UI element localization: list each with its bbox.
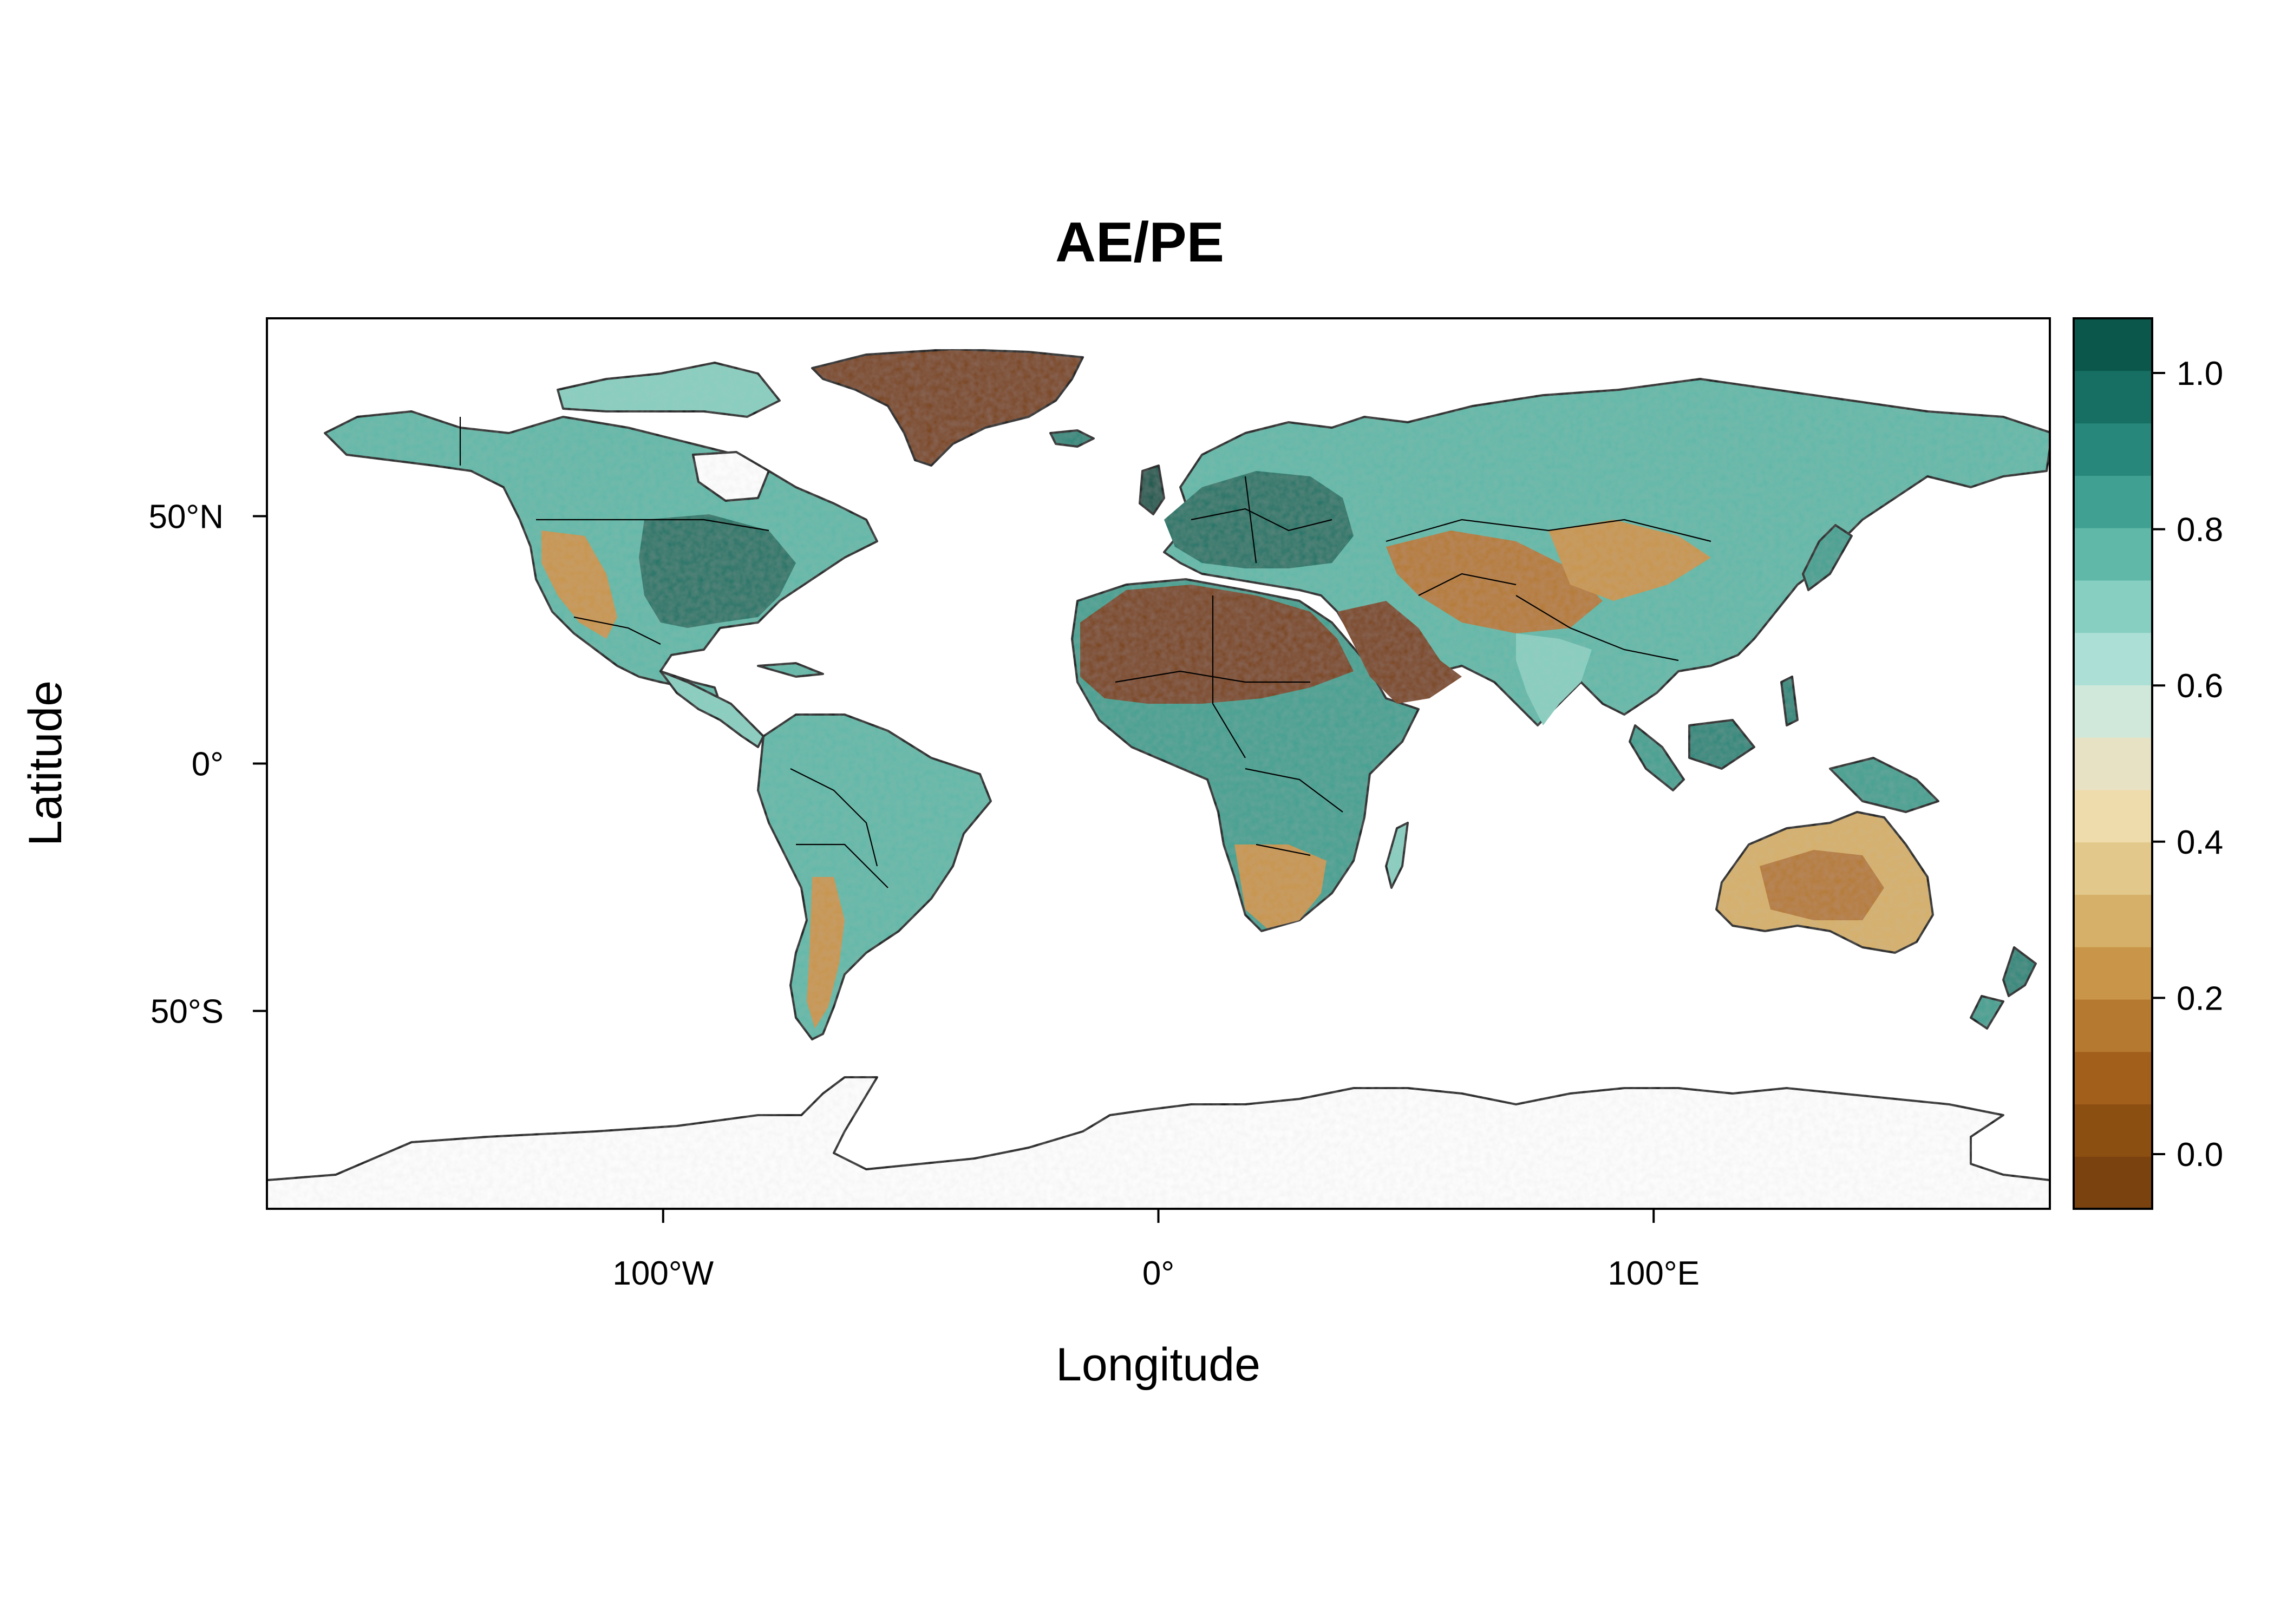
land-new-guinea bbox=[1829, 757, 1939, 813]
land-south-america bbox=[757, 713, 992, 1040]
land-europe-wet bbox=[1164, 471, 1354, 568]
border-asia-3 bbox=[1418, 573, 1517, 596]
land-central-america bbox=[659, 670, 764, 748]
colorbar-band bbox=[2074, 370, 2152, 424]
colorbar-tick-label: 0.6 bbox=[2177, 667, 2223, 705]
land-layer bbox=[267, 348, 2050, 1209]
land-arabia bbox=[1337, 601, 1462, 704]
land-north-america bbox=[324, 410, 878, 705]
land-tibet-mongolia bbox=[1548, 520, 1711, 601]
colorbar-band bbox=[2074, 789, 2152, 843]
colorbar-band bbox=[2074, 528, 2152, 581]
x-tick-label: 100°W bbox=[612, 1255, 714, 1292]
border-europe-1 bbox=[1191, 508, 1332, 532]
colorbar bbox=[2074, 318, 2152, 1209]
colorbar-band bbox=[2074, 685, 2152, 738]
colorbar-band bbox=[2074, 842, 2152, 895]
colorbar-band bbox=[2074, 894, 2152, 947]
land-philippines bbox=[1780, 676, 1799, 726]
x-axis-label: Longitude bbox=[1056, 1339, 1260, 1391]
border-asia-2 bbox=[1515, 595, 1679, 662]
colorbar-band bbox=[2074, 999, 2152, 1052]
land-antarctica bbox=[267, 1076, 2050, 1209]
x-axis: 100°W 0° 100°E bbox=[612, 1209, 1700, 1292]
land-great-britain bbox=[1139, 464, 1165, 515]
colorbar-tick-label: 0.0 bbox=[2177, 1136, 2223, 1174]
colorbar-band bbox=[2074, 318, 2152, 371]
y-axis: 50°N 0° 50°S bbox=[148, 499, 267, 1030]
land-india bbox=[1516, 633, 1592, 725]
land-sahara bbox=[1080, 585, 1354, 704]
colorbar-band bbox=[2074, 737, 2152, 790]
land-eastern-us bbox=[639, 514, 796, 628]
map-panel bbox=[267, 348, 2050, 1209]
border-sa-1 bbox=[790, 768, 878, 867]
land-greenland bbox=[811, 348, 1084, 467]
land-indonesia-borneo bbox=[1688, 719, 1755, 770]
x-tick-label: 100°E bbox=[1608, 1255, 1700, 1292]
border-africa-4 bbox=[1256, 843, 1311, 856]
land-central-asia bbox=[1386, 531, 1603, 633]
border-africa-2 bbox=[1212, 595, 1246, 758]
y-tick-label: 0° bbox=[192, 746, 224, 783]
colorbar-band bbox=[2074, 423, 2152, 476]
colorbar-frame bbox=[2073, 317, 2153, 1210]
land-hudson-bay-cutout bbox=[692, 451, 770, 502]
land-arctic-islands bbox=[557, 362, 781, 418]
colorbar-band bbox=[2074, 1156, 2152, 1209]
colorbar-band bbox=[2074, 632, 2152, 685]
border-sa-2 bbox=[796, 843, 888, 888]
land-southern-africa bbox=[1234, 844, 1327, 928]
colorbar-band bbox=[2074, 475, 2152, 528]
x-tick-label: 0° bbox=[1142, 1255, 1174, 1292]
colorbar-ticks: 0.0 0.2 0.4 0.6 0.8 1.0 bbox=[2152, 355, 2223, 1174]
land-cuba bbox=[757, 662, 824, 678]
colorbar-band bbox=[2074, 1104, 2152, 1157]
colorbar-band bbox=[2074, 947, 2152, 1000]
land-new-zealand bbox=[2002, 946, 2037, 997]
y-axis-label: Latitude bbox=[19, 680, 71, 846]
land-iceland bbox=[1049, 429, 1095, 448]
country-borders bbox=[459, 417, 1711, 888]
border-asia-1 bbox=[1386, 519, 1711, 542]
border-us-mexico bbox=[573, 616, 661, 645]
land-patagonia bbox=[807, 877, 845, 1029]
colorbar-band bbox=[2074, 580, 2152, 633]
border-africa-3 bbox=[1245, 768, 1343, 813]
land-western-us bbox=[541, 531, 617, 639]
land-sumatra bbox=[1629, 724, 1685, 791]
colorbar-tick-label: 0.2 bbox=[2177, 980, 2223, 1017]
land-new-zealand-south bbox=[1970, 995, 2004, 1030]
y-tick-label: 50°S bbox=[151, 993, 224, 1030]
land-australia-interior bbox=[1760, 850, 1884, 920]
border-europe-2 bbox=[1244, 476, 1257, 564]
colorbar-tick-label: 0.8 bbox=[2177, 512, 2223, 549]
border-us-canada bbox=[536, 519, 769, 532]
land-japan bbox=[1802, 524, 1853, 591]
colorbar-band bbox=[2074, 1051, 2152, 1105]
land-madagascar bbox=[1385, 822, 1409, 889]
colorbar-tick-label: 1.0 bbox=[2177, 355, 2223, 392]
chart-title: AE/PE bbox=[1055, 211, 1224, 274]
colorbar-tick-label: 0.4 bbox=[2177, 824, 2223, 861]
y-tick-label: 50°N bbox=[148, 499, 224, 536]
